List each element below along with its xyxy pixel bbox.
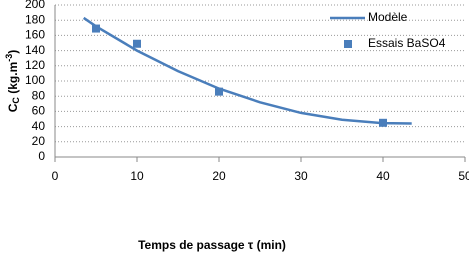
y-tick-label: 100 [25,73,45,87]
y-tick-label: 200 [25,0,45,11]
y-title-end: ) [6,50,20,54]
x-tick-label: 0 [52,169,59,183]
legend-label: Modèle [368,10,408,24]
legend-marker [344,40,352,48]
y-tick-label: 0 [38,149,45,163]
y-tick-label: 140 [25,43,45,57]
y-tick-label: 120 [25,58,45,72]
x-tick-label: 20 [212,169,226,183]
x-tick-label: 40 [376,169,390,183]
y-title-unit: (kg.m [6,62,20,97]
y-tick-label: 20 [32,134,46,148]
x-axis-title: Temps de passage τ (min) [138,238,286,252]
model-line [82,16,412,125]
y-title-main: C [6,103,20,112]
data-point [379,118,387,127]
y-axis-title: CC (kg.m-3) [4,50,21,113]
y-tick-label: 40 [32,119,46,133]
legend-label: Essais BaSO4 [368,36,446,50]
y-title-sub: C [11,97,21,104]
y-tick-label: 80 [32,88,46,102]
y-tick-label: 180 [25,12,45,26]
data-point [215,87,223,96]
y-title-sup: -3 [4,54,14,62]
y-tick-label: 160 [25,28,45,42]
y-tick-label: 60 [32,104,46,118]
x-tick-label: 50 [458,169,469,183]
x-tick-label: 30 [294,169,308,183]
data-point [133,39,141,48]
data-point [92,24,100,33]
x-tick-label: 10 [130,169,144,183]
